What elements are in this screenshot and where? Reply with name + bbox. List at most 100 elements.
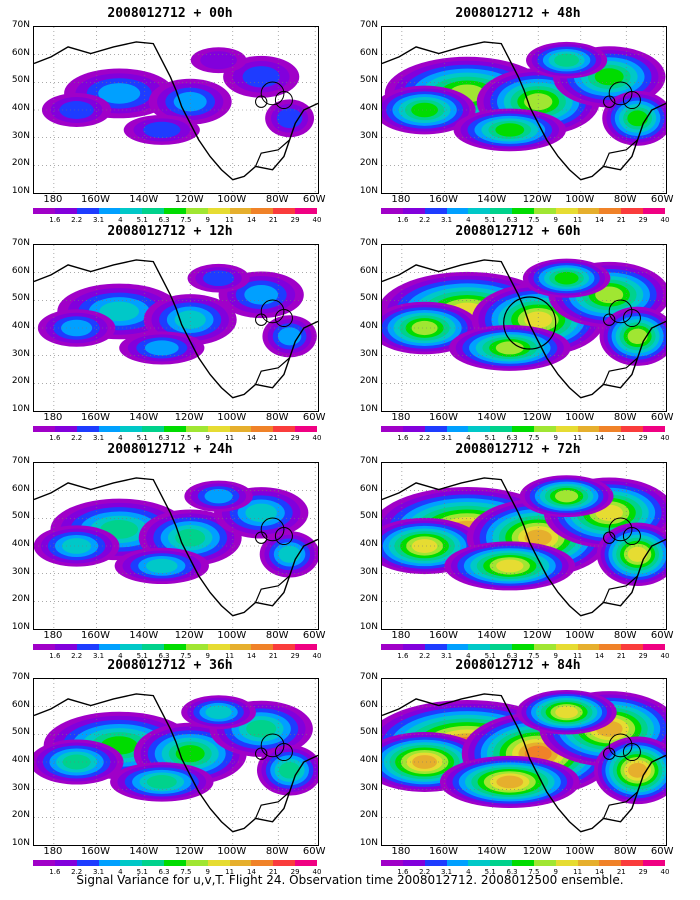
colorbar xyxy=(33,644,317,650)
latitude-label: 30N xyxy=(11,782,30,793)
latitude-label: 10N xyxy=(11,186,30,196)
colorbar-label: 9 xyxy=(553,868,558,876)
colorbar-label: 40 xyxy=(660,868,670,876)
colorbar-swatch xyxy=(533,208,556,214)
latitude-label: 10N xyxy=(359,404,378,414)
colorbar-label: 1.6 xyxy=(397,868,409,876)
map-panel: 2008012712 + 36h 70N 60N 50N 40N 30N 20N 10N 180… xyxy=(0,658,340,876)
colorbar-swatch xyxy=(164,426,186,432)
colorbar-swatch xyxy=(512,208,534,214)
latitude-label: 70N xyxy=(11,238,30,248)
colorbar-label: 4 xyxy=(466,434,471,442)
variance-contour xyxy=(99,301,140,322)
colorbar-swatch xyxy=(295,426,317,432)
panel-title: 2008012712 + 12h xyxy=(107,224,233,239)
target-circle xyxy=(503,296,557,350)
colorbar-swatch xyxy=(381,208,403,214)
colorbar-swatch xyxy=(446,860,469,866)
variance-contour xyxy=(62,754,91,770)
variance-contour xyxy=(524,93,553,111)
longitude-label: 180 xyxy=(43,630,63,641)
colorbar-swatch xyxy=(142,644,165,650)
colorbar-label: 6.3 xyxy=(158,216,170,224)
colorbar-swatch xyxy=(424,860,447,866)
longitude-label: 60W xyxy=(302,630,326,641)
longitude-label: 180 xyxy=(391,630,411,641)
variance-contour xyxy=(143,121,181,139)
map-panel: 2008012712 + 84h 70N 60N 50N 40N 30N 20N 10N 180… xyxy=(348,658,688,876)
colorbar-swatch xyxy=(76,860,99,866)
colorbar-swatch xyxy=(142,208,165,214)
colorbar-label: 4 xyxy=(118,216,123,224)
colorbar-swatch xyxy=(643,860,665,866)
colorbar-label: 7.5 xyxy=(528,216,540,224)
colorbar-label: 3.1 xyxy=(92,868,105,876)
colorbar-label: 14 xyxy=(594,868,604,876)
colorbar-swatch xyxy=(229,426,252,432)
colorbar-swatch xyxy=(98,644,121,650)
colorbar-swatch xyxy=(98,208,121,214)
latitude-label: 20N xyxy=(359,376,378,387)
variance-contour xyxy=(146,775,177,789)
colorbar-label: 14 xyxy=(594,652,604,660)
coastline xyxy=(34,477,318,617)
variance-contour xyxy=(278,545,301,563)
colorbar-label: 3.1 xyxy=(92,434,105,442)
shaded-field xyxy=(34,27,318,193)
colorbar-swatch xyxy=(490,644,513,650)
colorbar-label: 21 xyxy=(268,434,278,442)
latitude-label: 40N xyxy=(359,103,378,113)
colorbar-swatch xyxy=(468,426,491,432)
colorbar-label: 29 xyxy=(638,652,648,660)
longitude-label: 120W xyxy=(522,630,552,641)
colorbar-swatch xyxy=(424,208,447,214)
colorbar-swatch xyxy=(164,644,186,650)
colorbar-swatch xyxy=(599,644,622,650)
colorbar-label: 29 xyxy=(290,434,300,442)
latitude-label: 40N xyxy=(11,321,30,331)
colorbar xyxy=(33,208,317,214)
colorbar-label: 5.1 xyxy=(484,868,496,876)
colorbar-swatch xyxy=(555,644,578,650)
colorbar-label: 40 xyxy=(312,216,322,224)
map-panel: 2008012712 + 60h 70N 60N 50N 40N 30N 20N 10N 180… xyxy=(348,224,688,442)
longitude-label: 180 xyxy=(391,846,411,857)
colorbar-swatch xyxy=(555,208,578,214)
latitude-label: 70N xyxy=(359,20,378,30)
variance-contour xyxy=(496,559,524,573)
longitude-label: 160W xyxy=(428,194,458,205)
map-panel: 2008012712 + 48h 70N 60N 50N 40N 30N 20N 10N 180… xyxy=(348,6,688,224)
longitude-label: 140W xyxy=(129,412,159,423)
longitude-label: 60W xyxy=(302,412,326,423)
longitude-label: 120W xyxy=(174,412,204,423)
variance-contour xyxy=(555,706,578,719)
colorbar-label: 2.2 xyxy=(71,652,83,660)
colorbar-label: 9 xyxy=(205,434,210,442)
longitude-label: 140W xyxy=(477,630,507,641)
latitude-label: 20N xyxy=(359,158,378,169)
colorbar-label: 29 xyxy=(290,216,300,224)
latitude-label: 60N xyxy=(359,47,378,58)
panel-title: 2008012712 + 24h xyxy=(107,442,233,457)
colorbar-swatch xyxy=(402,644,425,650)
colorbar-label: 21 xyxy=(616,652,626,660)
colorbar-label: 14 xyxy=(246,434,256,442)
longitude-label: 160W xyxy=(80,412,110,423)
colorbar-label: 11 xyxy=(573,216,583,224)
variance-contour xyxy=(524,529,552,546)
latitude-label: 70N xyxy=(359,456,378,466)
colorbar-label: 11 xyxy=(573,434,583,442)
latitude-label: 10N xyxy=(359,186,378,196)
colorbar-swatch xyxy=(381,426,403,432)
colorbar-label: 7.5 xyxy=(180,216,192,224)
latitude-label: 30N xyxy=(11,130,30,141)
colorbar-label: 9 xyxy=(205,652,210,660)
colorbar-swatch xyxy=(185,860,208,866)
colorbar-swatch xyxy=(98,860,121,866)
latitude-label: 70N xyxy=(11,20,30,30)
longitude-label: 180 xyxy=(43,846,63,857)
colorbar-label: 6.3 xyxy=(158,652,170,660)
longitude-label: 80W xyxy=(265,194,289,205)
colorbar-label: 7.5 xyxy=(180,434,192,442)
latitude-label: 40N xyxy=(359,539,378,549)
